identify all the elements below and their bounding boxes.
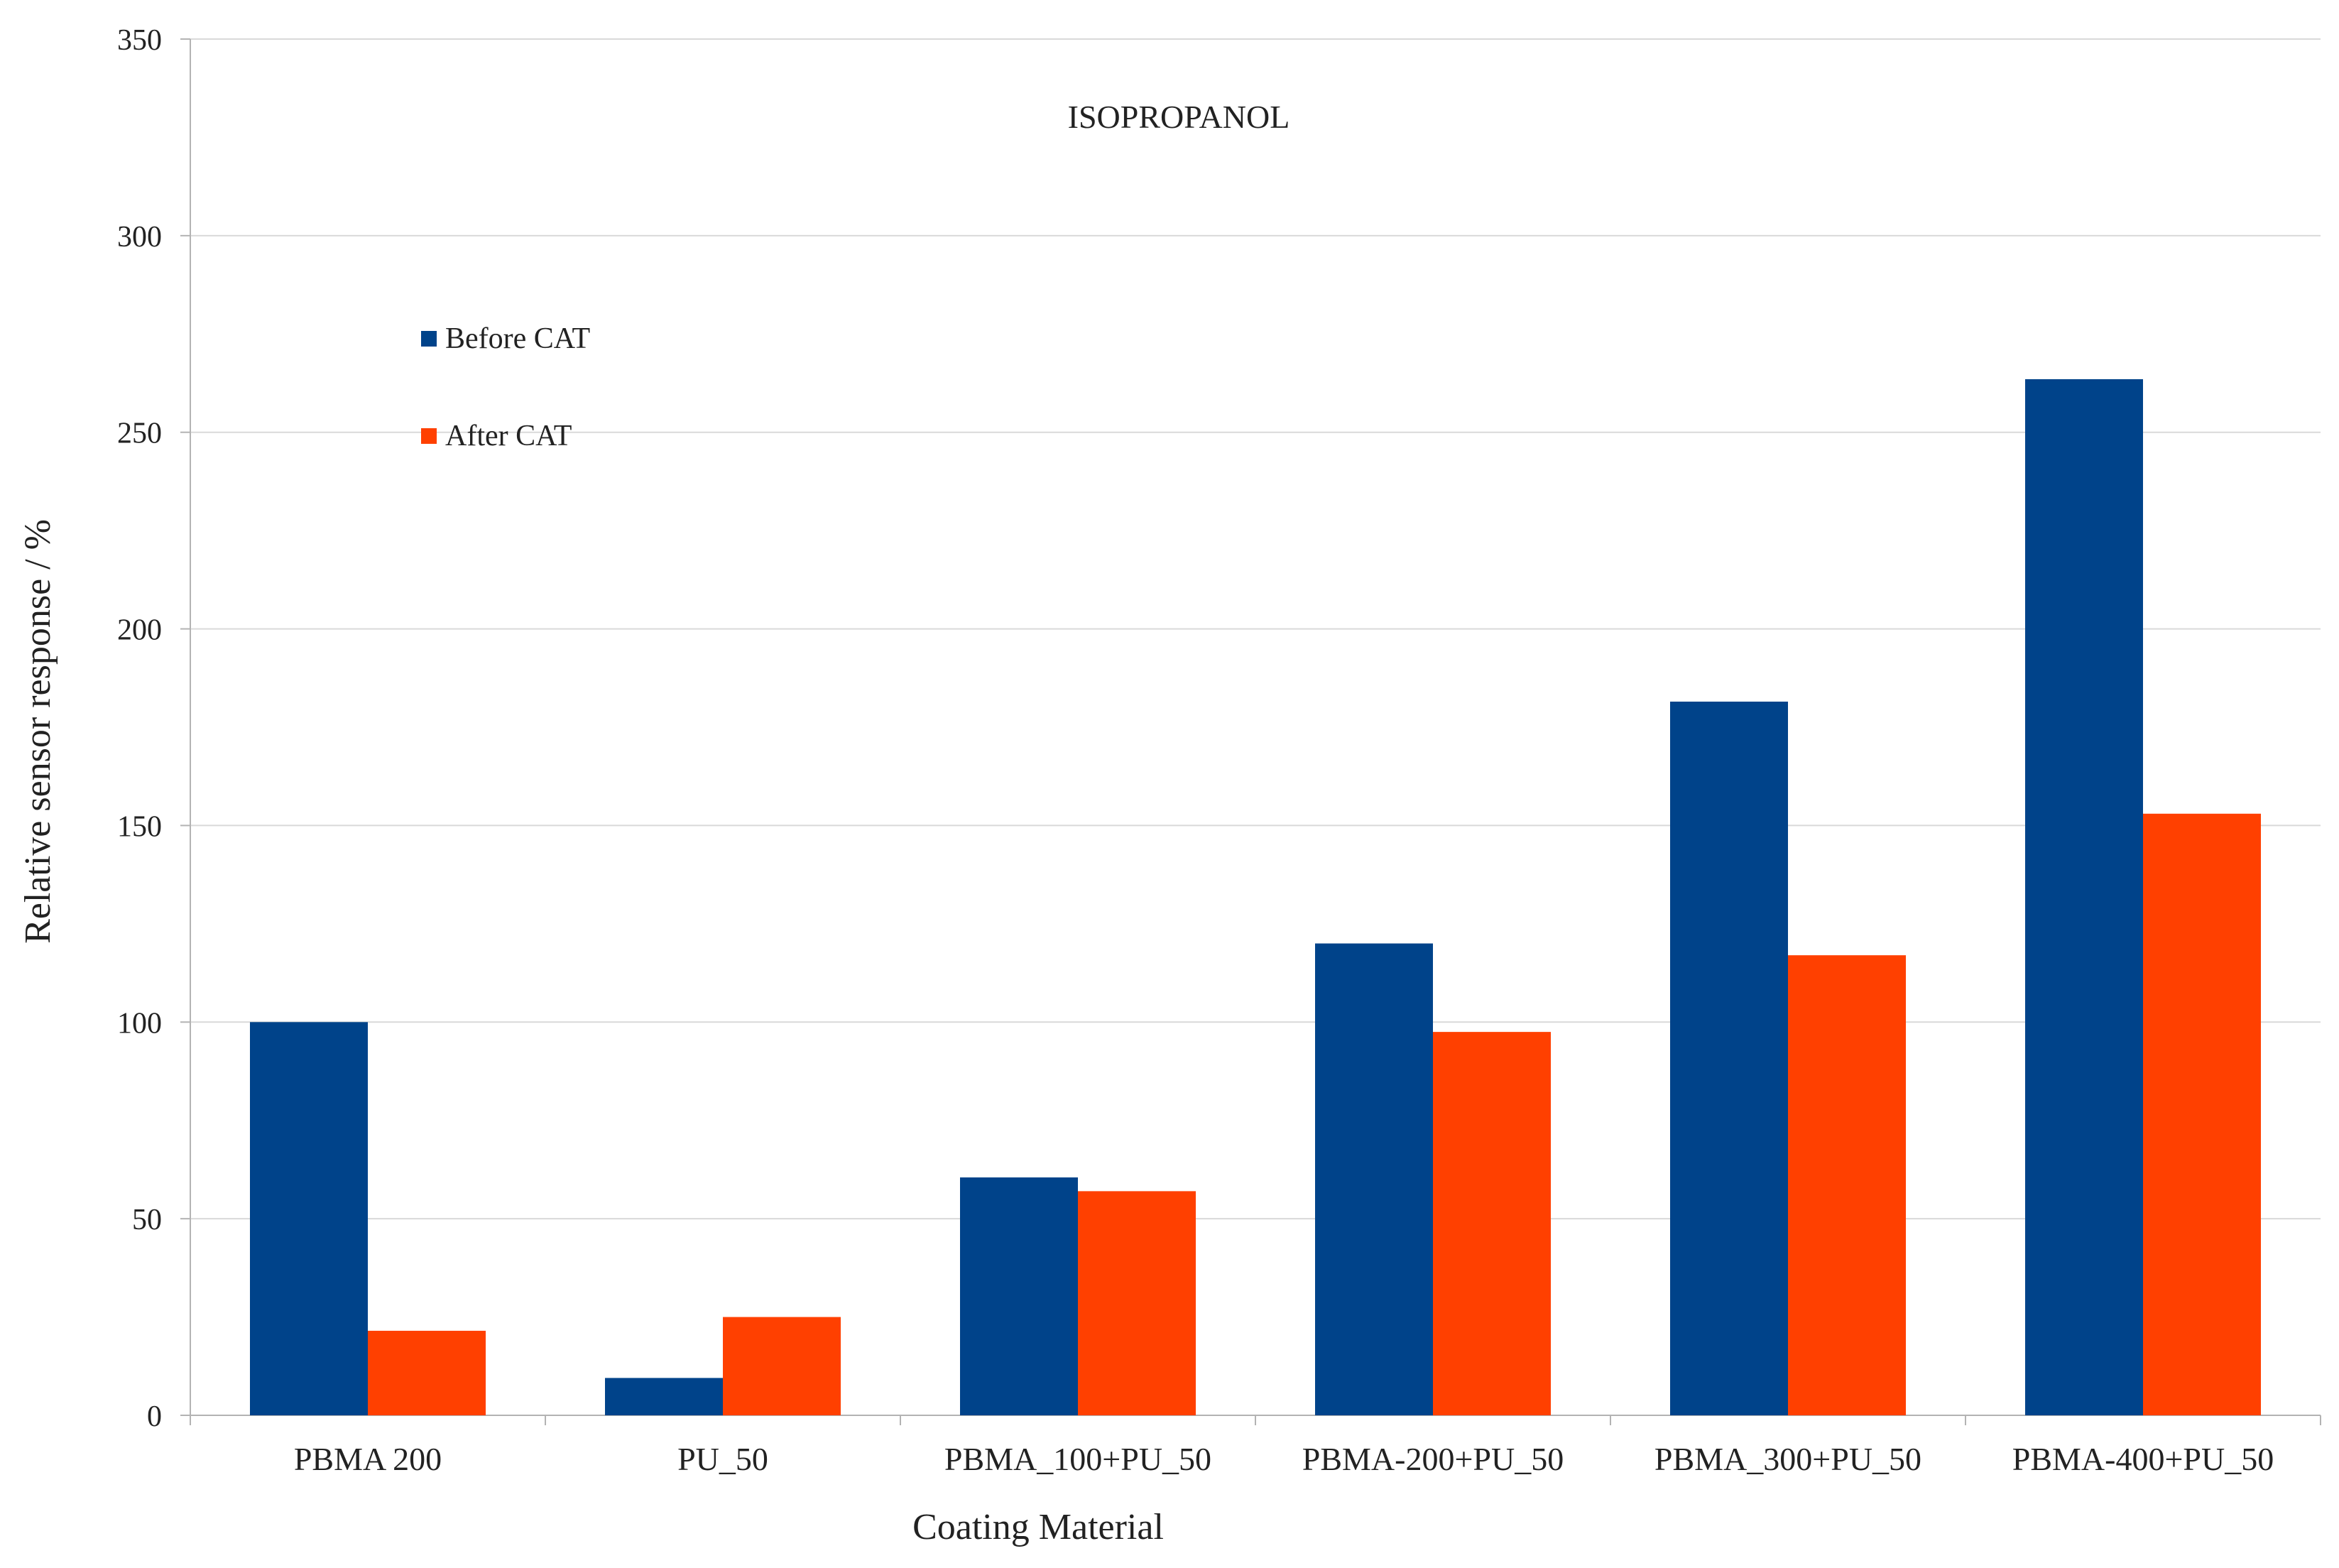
y-axis-title: Relative sensor response / %	[18, 519, 58, 944]
bar-after-cat	[1433, 1032, 1551, 1415]
x-axis-title: Coating Material	[912, 1507, 1164, 1547]
x-category-label: PBMA_100+PU_50	[944, 1441, 1211, 1477]
tick-labels: 0 50 100 150 200 250 300 350 PBMA 200 PU_50 PBMA_1…	[117, 24, 2274, 1477]
legend-label-before-cat: Before CAT	[445, 322, 590, 355]
y-tick-label: 300	[117, 221, 162, 254]
x-category-label: PBMA-200+PU_50	[1302, 1441, 1564, 1477]
x-category-label: PBMA_300+PU_50	[1654, 1441, 1921, 1477]
y-tick-label: 250	[117, 418, 162, 450]
bar-before-cat	[605, 1378, 723, 1415]
bar-before-cat	[1670, 702, 1788, 1415]
axes	[180, 38, 2321, 1425]
bar-after-cat	[1788, 955, 1906, 1415]
y-tick-label: 100	[117, 1007, 162, 1040]
bar-after-cat	[2143, 813, 2261, 1415]
gridlines	[190, 38, 2321, 1220]
y-tick-label: 200	[117, 614, 162, 647]
x-category-label: PBMA-400+PU_50	[2012, 1441, 2274, 1477]
chart-title: ISOPROPANOL	[1068, 99, 1290, 135]
legend-swatch-before-cat	[421, 331, 437, 347]
legend-label-after-cat: After CAT	[445, 420, 572, 452]
y-tick-label: 350	[117, 24, 162, 57]
legend: Before CAT After CAT	[421, 322, 590, 452]
bar-before-cat	[250, 1022, 368, 1415]
bar-before-cat	[960, 1177, 1078, 1415]
bar-after-cat	[1078, 1191, 1196, 1415]
bar-after-cat	[723, 1317, 841, 1415]
x-category-label: PBMA 200	[294, 1441, 442, 1477]
bar-before-cat	[1315, 943, 1433, 1415]
y-tick-label: 150	[117, 810, 162, 843]
y-tick-label: 50	[132, 1204, 162, 1236]
x-category-label: PU_50	[677, 1441, 768, 1477]
y-tick-label: 0	[147, 1400, 162, 1433]
legend-swatch-after-cat	[421, 428, 437, 444]
bar-after-cat	[368, 1330, 486, 1415]
bars	[250, 379, 2261, 1415]
bar-before-cat	[2025, 379, 2143, 1415]
